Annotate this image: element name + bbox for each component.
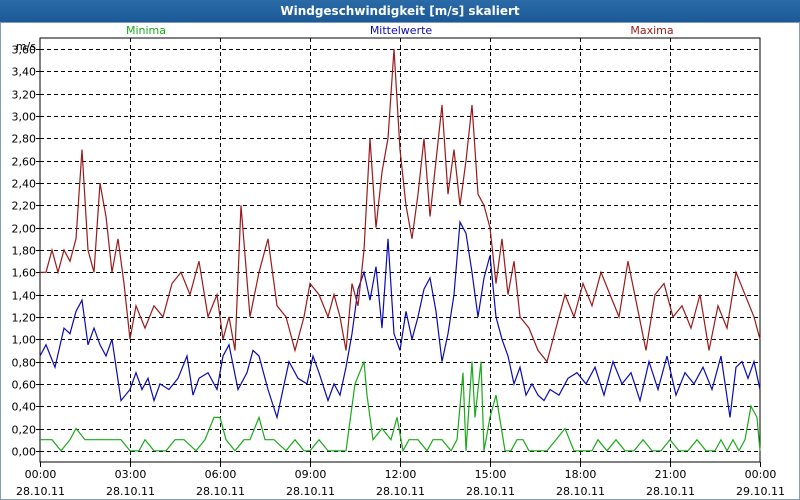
y-tick-label: 2,60 bbox=[12, 156, 37, 169]
x-tick-label-time: 12:00 bbox=[385, 468, 417, 481]
y-tick-label: 0,40 bbox=[12, 401, 37, 414]
y-tick-label: 2,00 bbox=[12, 223, 37, 236]
y-tick-label: 0,20 bbox=[12, 424, 37, 437]
x-tick-label-date: 28.10.11 bbox=[196, 485, 245, 498]
series-line-mittelwerte bbox=[39, 220, 761, 420]
y-tick-label: 0,60 bbox=[12, 379, 37, 392]
x-tick-label-time: 00:00 bbox=[745, 468, 777, 481]
y-tick-label: 3,20 bbox=[12, 89, 37, 102]
legend-label-mittelwerte: Mittelwerte bbox=[370, 24, 433, 37]
y-axis-label: m/s bbox=[16, 40, 36, 53]
legend-label-maxima: Maxima bbox=[630, 24, 673, 37]
x-tick-label-date: 28.10.11 bbox=[106, 485, 155, 498]
y-tick-label: 0,80 bbox=[12, 357, 37, 370]
x-tick-label-time: 00:00 bbox=[25, 468, 57, 481]
y-tick-label: 1,20 bbox=[12, 312, 37, 325]
y-tick-label: 2,80 bbox=[12, 133, 37, 146]
y-tick-label: 3,40 bbox=[12, 66, 37, 79]
series-line-maxima bbox=[40, 49, 761, 363]
y-tick-label: 1,60 bbox=[12, 267, 37, 280]
x-tick-label-date: 28.10.11 bbox=[646, 485, 695, 498]
y-tick-label: 3,00 bbox=[12, 111, 37, 124]
x-tick-label-time: 18:00 bbox=[565, 468, 597, 481]
x-tick-label-date: 28.10.11 bbox=[286, 485, 335, 498]
y-tick-label: 3,60 bbox=[12, 44, 37, 57]
x-tick-label-time: 21:00 bbox=[655, 468, 687, 481]
x-tick-label-time: 09:00 bbox=[295, 468, 327, 481]
x-tick-label-time: 15:00 bbox=[475, 468, 507, 481]
y-tick-label: 0,00 bbox=[12, 446, 37, 459]
y-tick-label: 2,20 bbox=[12, 200, 37, 213]
x-tick-label-date: 28.10.11 bbox=[376, 485, 425, 498]
y-tick-label: 1,80 bbox=[12, 245, 37, 258]
series-line-minima bbox=[40, 361, 761, 453]
window-title: Windgeschwindigkeit [m/s] skaliert bbox=[0, 0, 800, 22]
x-tick-label-date: 29.10.11 bbox=[736, 485, 785, 498]
y-tick-label: 1,40 bbox=[12, 290, 37, 303]
x-tick-label-time: 06:00 bbox=[205, 468, 237, 481]
y-tick-label: 2,40 bbox=[12, 178, 37, 191]
x-tick-label-date: 28.10.11 bbox=[556, 485, 605, 498]
legend-label-minima: Minima bbox=[126, 24, 166, 37]
x-tick-label-date: 28.10.11 bbox=[466, 485, 515, 498]
x-tick-label-time: 03:00 bbox=[115, 468, 147, 481]
x-tick-label-date: 28.10.11 bbox=[16, 485, 65, 498]
y-tick-label: 1,00 bbox=[12, 334, 37, 347]
